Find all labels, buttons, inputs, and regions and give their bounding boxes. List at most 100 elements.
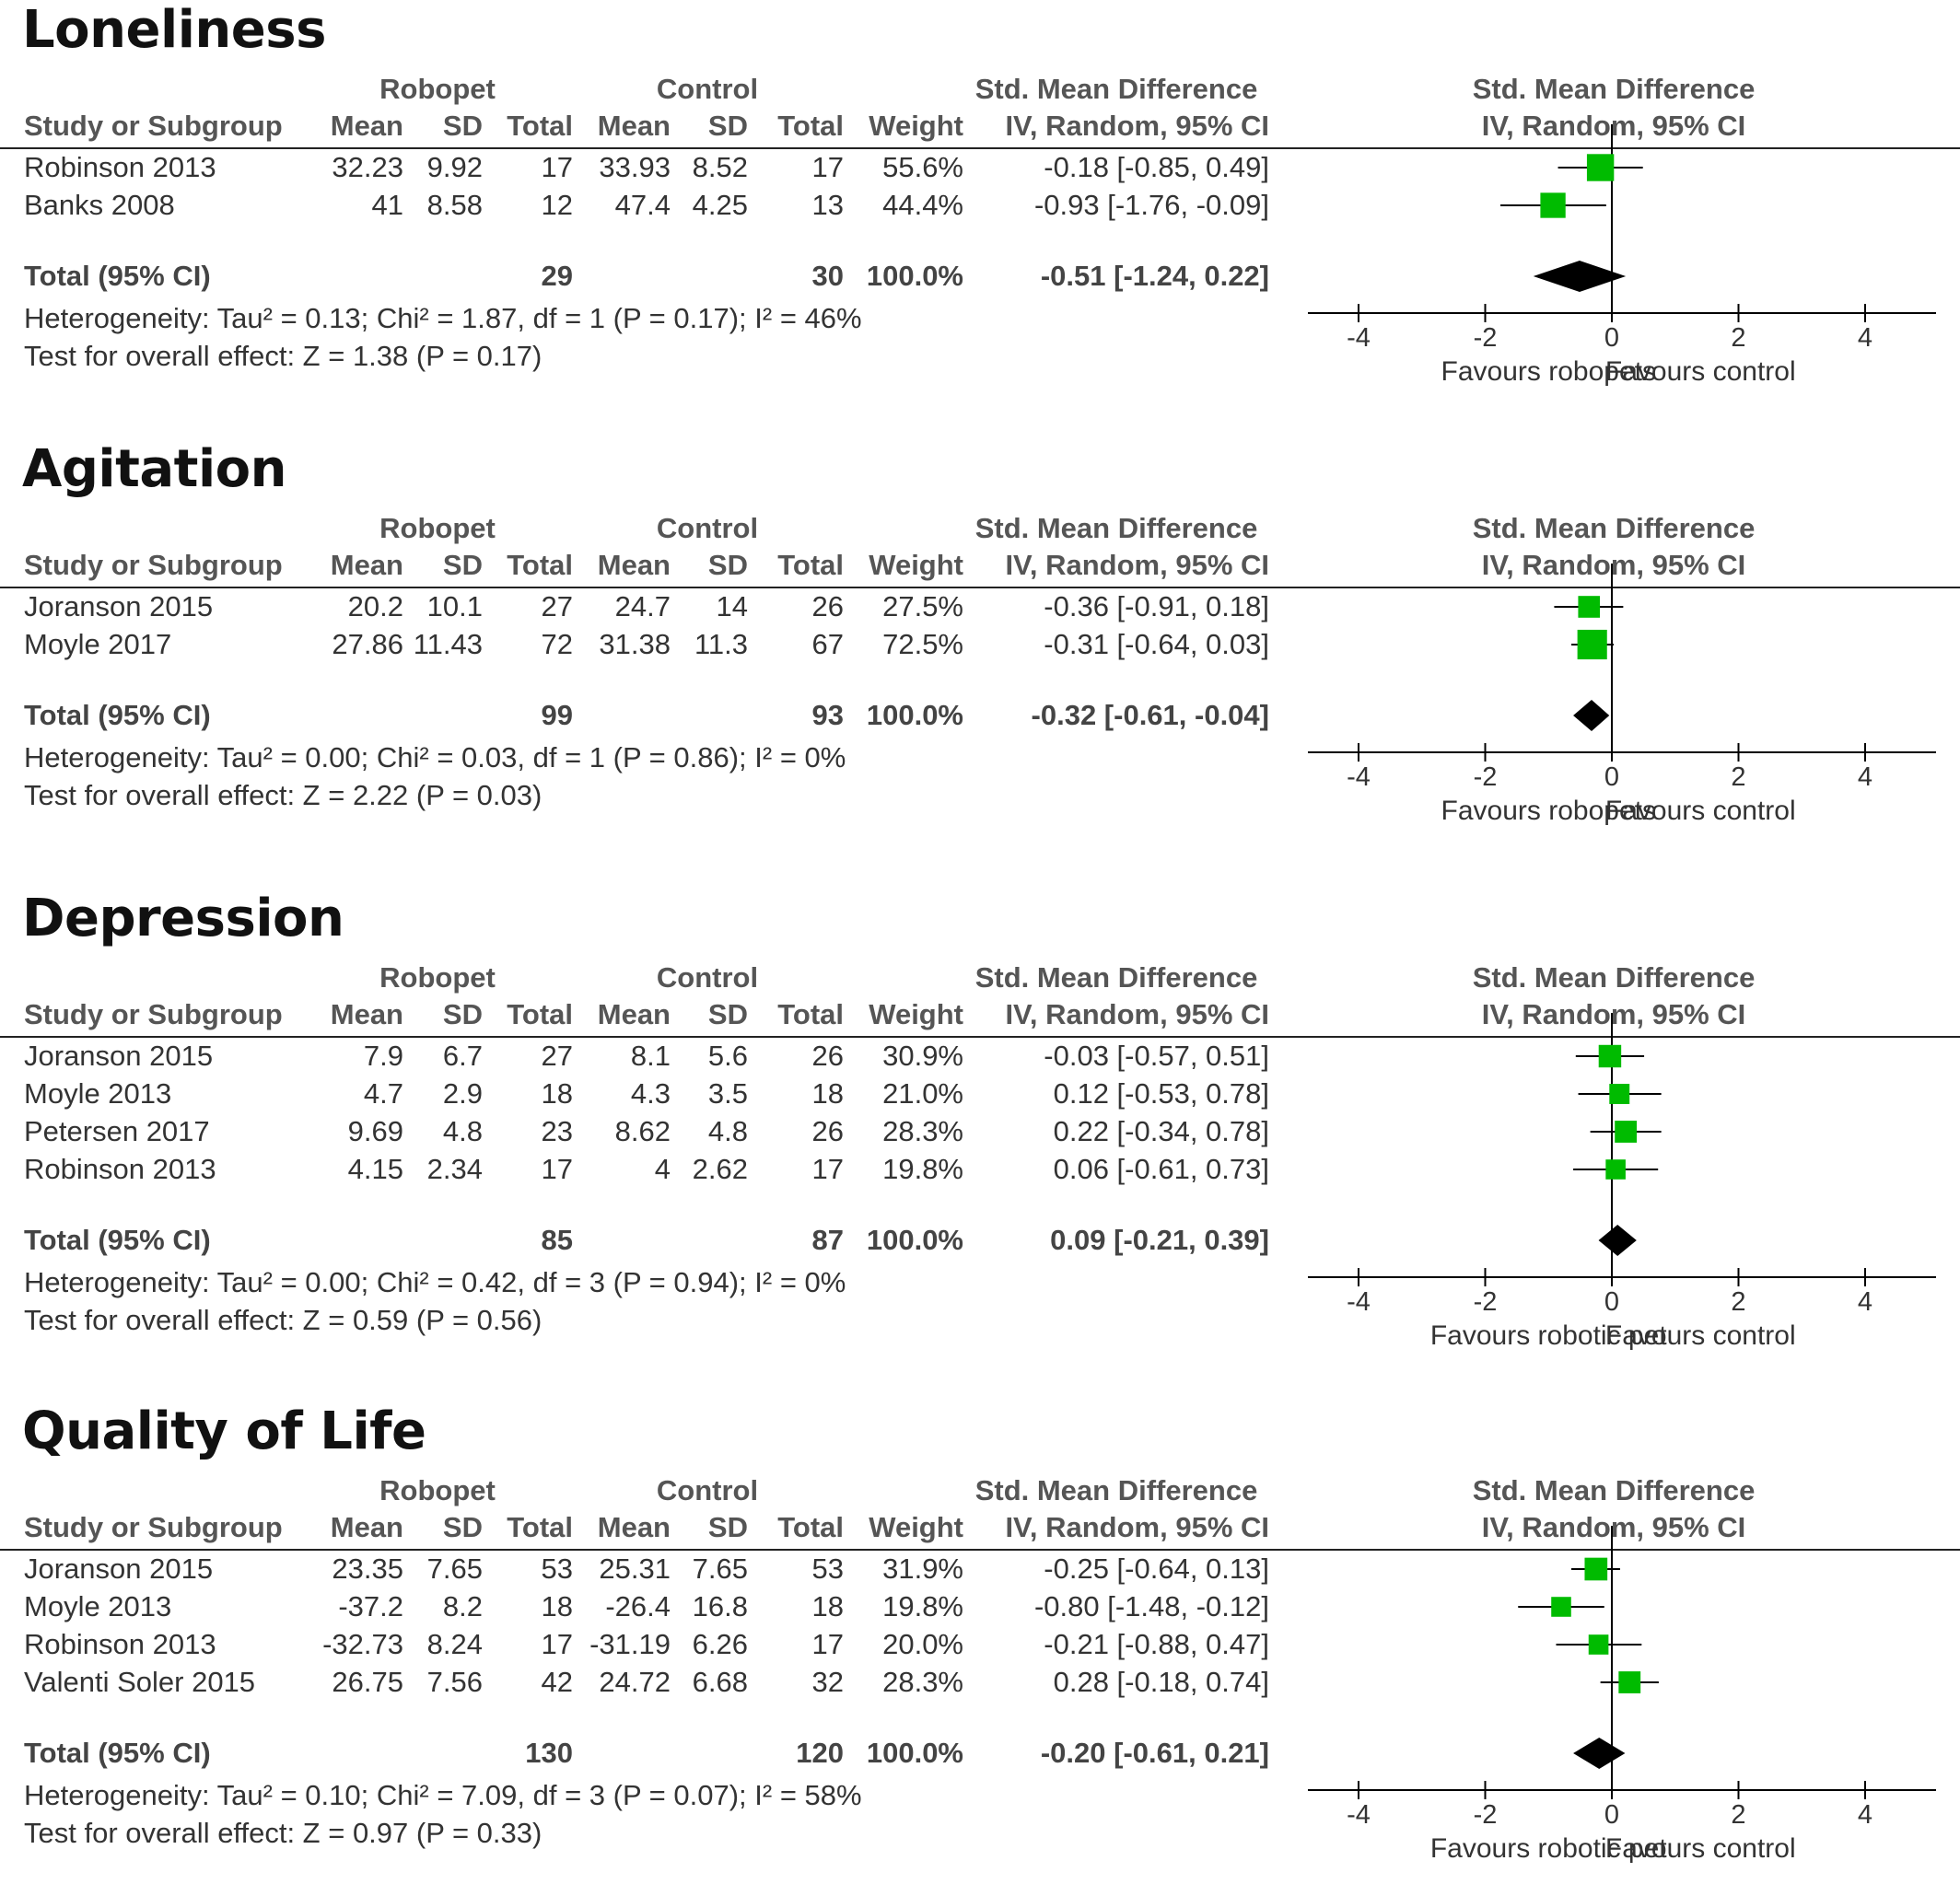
favours-right-label: Favours control <box>1605 1320 1796 1351</box>
total-n-e: 85 <box>541 1224 573 1256</box>
study-estimate-square <box>1618 1671 1641 1693</box>
cell-sd-e: 8.24 <box>426 1628 483 1660</box>
cell-weight: 21.0% <box>882 1077 963 1110</box>
forest-panel: Agitation Robopet Control Std. Mean Differe… <box>0 439 1960 881</box>
cell-mean-e: 4.15 <box>347 1153 403 1185</box>
total-smd-ci: -0.32 [-0.61, -0.04] <box>1031 699 1269 731</box>
cell-mean-c: 4.3 <box>630 1077 671 1110</box>
favours-right-label: Favours control <box>1605 796 1796 826</box>
cell-weight: 27.5% <box>882 590 963 622</box>
cell-sd-c: 6.68 <box>692 1666 748 1698</box>
header-study: Study or Subgroup <box>24 998 283 1030</box>
cell-sd-e: 7.56 <box>426 1666 483 1698</box>
total-weight: 100.0% <box>866 260 963 292</box>
study-estimate-square <box>1551 1597 1571 1617</box>
study-estimate-square <box>1588 1634 1609 1655</box>
study-estimate-square <box>1577 629 1607 660</box>
header-plot-smd-title: Std. Mean Difference <box>1472 961 1756 994</box>
total-label: Total (95% CI) <box>24 1737 211 1769</box>
header-sd-e: SD <box>442 998 483 1030</box>
header-rule <box>0 1549 1960 1551</box>
cell-weight: 30.9% <box>882 1040 963 1072</box>
header-total-c: Total <box>777 549 844 581</box>
header-plot-smd-method: IV, Random, 95% CI <box>1481 110 1746 142</box>
cell-mean-e: -37.2 <box>338 1590 403 1622</box>
cell-total-c: 17 <box>811 151 844 183</box>
header-weight: Weight <box>869 110 963 142</box>
cell-mean-e: 20.2 <box>347 590 403 622</box>
study-name: Robinson 2013 <box>24 151 216 183</box>
header-mean-e: Mean <box>330 549 403 581</box>
header-total-e: Total <box>507 1511 573 1543</box>
header-weight: Weight <box>869 1511 963 1543</box>
total-label: Total (95% CI) <box>24 1224 211 1256</box>
cell-sd-c: 4.8 <box>707 1115 748 1147</box>
x-tick-label: 2 <box>1731 1287 1745 1317</box>
study-name: Petersen 2017 <box>24 1115 210 1147</box>
total-weight: 100.0% <box>866 1224 963 1256</box>
cell-total-e: 12 <box>541 189 573 221</box>
header-mean-c: Mean <box>597 1511 671 1543</box>
cell-total-e: 17 <box>541 151 573 183</box>
cell-mean-c: 4 <box>654 1153 671 1185</box>
cell-smd-ci: -0.25 [-0.64, 0.13] <box>1044 1553 1269 1585</box>
header-group-robopet: Robopet <box>379 73 496 105</box>
x-tick-label: -4 <box>1347 762 1371 792</box>
header-mean-c: Mean <box>597 110 671 142</box>
x-tick-label: -4 <box>1347 1800 1371 1830</box>
total-n-c: 87 <box>811 1224 844 1256</box>
header-total-e: Total <box>507 998 573 1030</box>
total-weight: 100.0% <box>866 699 963 731</box>
cell-weight: 55.6% <box>882 151 963 183</box>
header-plot-smd-method: IV, Random, 95% CI <box>1481 998 1746 1030</box>
panel-title: Quality of Life <box>22 1401 426 1461</box>
cell-sd-e: 4.8 <box>442 1115 483 1147</box>
header-total-c: Total <box>777 1511 844 1543</box>
overall-effect-text: Test for overall effect: Z = 0.97 (P = 0… <box>24 1817 542 1849</box>
x-tick-label: -2 <box>1474 1287 1498 1317</box>
header-smd-method: IV, Random, 95% CI <box>1005 1511 1269 1543</box>
header-sd-c: SD <box>707 1511 748 1543</box>
x-tick-label: -4 <box>1347 323 1371 353</box>
cell-sd-c: 3.5 <box>707 1077 748 1110</box>
study-estimate-square <box>1605 1159 1626 1180</box>
x-tick-label: 0 <box>1604 762 1619 792</box>
header-smd-title: Std. Mean Difference <box>974 1474 1258 1506</box>
cell-weight: 31.9% <box>882 1553 963 1585</box>
cell-mean-e: 27.86 <box>332 628 403 660</box>
cell-smd-ci: 0.22 [-0.34, 0.78] <box>1053 1115 1269 1147</box>
cell-weight: 20.0% <box>882 1628 963 1660</box>
total-smd-ci: -0.51 [-1.24, 0.22] <box>1040 260 1269 292</box>
x-tick-label: 0 <box>1604 323 1619 353</box>
cell-smd-ci: -0.93 [-1.76, -0.09] <box>1033 189 1269 221</box>
header-smd-title: Std. Mean Difference <box>974 961 1258 994</box>
header-sd-e: SD <box>442 549 483 581</box>
cell-mean-e: -32.73 <box>322 1628 403 1660</box>
cell-mean-c: 24.7 <box>614 590 671 622</box>
heterogeneity-text: Heterogeneity: Tau² = 0.00; Chi² = 0.03,… <box>24 741 846 773</box>
header-mean-e: Mean <box>330 1511 403 1543</box>
cell-smd-ci: 0.06 [-0.61, 0.73] <box>1053 1153 1269 1185</box>
heterogeneity-text: Heterogeneity: Tau² = 0.10; Chi² = 7.09,… <box>24 1779 862 1811</box>
study-name: Joranson 2015 <box>24 590 214 622</box>
cell-sd-c: 5.6 <box>707 1040 748 1072</box>
cell-mean-e: 7.9 <box>363 1040 403 1072</box>
header-weight: Weight <box>869 549 963 581</box>
cell-weight: 44.4% <box>882 189 963 221</box>
cell-total-c: 18 <box>811 1590 844 1622</box>
cell-total-c: 26 <box>811 1115 844 1147</box>
header-weight: Weight <box>869 998 963 1030</box>
cell-total-e: 17 <box>541 1628 573 1660</box>
cell-mean-c: 25.31 <box>599 1553 671 1585</box>
cell-sd-c: 6.26 <box>692 1628 748 1660</box>
overall-effect-text: Test for overall effect: Z = 2.22 (P = 0… <box>24 779 542 811</box>
header-total-c: Total <box>777 998 844 1030</box>
favours-right-label: Favours control <box>1605 356 1796 387</box>
x-tick-label: 4 <box>1858 762 1872 792</box>
header-plot-smd-method: IV, Random, 95% CI <box>1481 1511 1746 1543</box>
header-study: Study or Subgroup <box>24 1511 283 1543</box>
cell-total-e: 27 <box>541 1040 573 1072</box>
